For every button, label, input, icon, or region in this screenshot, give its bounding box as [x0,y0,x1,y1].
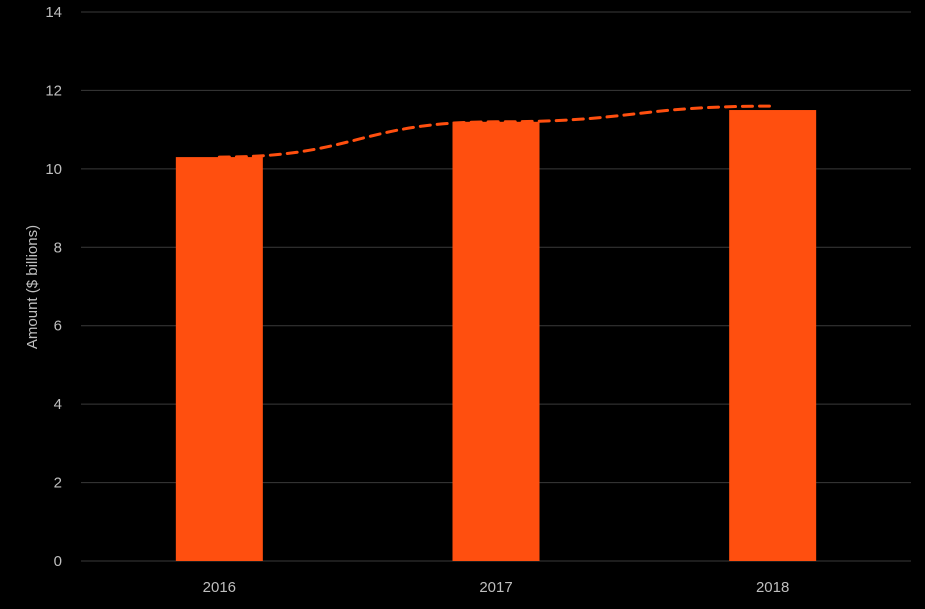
y-tick-label: 4 [54,396,62,413]
x-tick-label: 2016 [203,579,236,596]
bar-2016 [175,157,263,562]
y-tick-label: 8 [54,239,62,256]
y-tick-label: 12 [45,82,62,99]
bar-2017 [452,121,540,562]
trendline [217,104,775,159]
y-tick-label: 2 [54,475,62,492]
y-axis-title: Amount ($ billions) [24,225,41,349]
x-tick-label: 2017 [479,579,512,596]
bar-2018 [729,110,817,562]
y-axis-ticks: 0 2 4 6 8 10 12 14 [45,4,62,570]
y-tick-label: 6 [54,318,62,335]
bars [175,110,817,562]
trendline-group [217,104,775,159]
y-tick-label: 10 [45,161,62,178]
y-tick-label: 14 [45,4,62,21]
x-tick-label: 2018 [756,579,789,596]
x-axis-ticks: 2016 2017 2018 [203,579,790,596]
y-tick-label: 0 [54,553,62,570]
